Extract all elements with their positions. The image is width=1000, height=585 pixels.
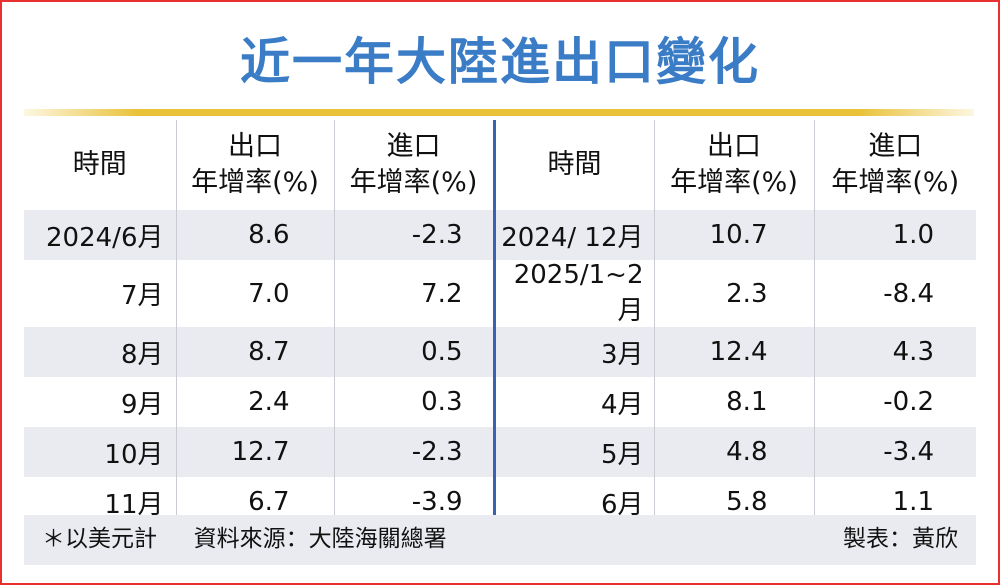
right-import-cell: 1.1 [892,487,934,517]
header-time-left: 時間 [24,120,177,210]
right-import-cell: -3.4 [814,427,976,477]
header-import-right: 進口 年增率(%) [814,120,976,210]
left-time-cell: 7月 [24,260,177,327]
right-export-cell: 12.4 [654,327,815,377]
header-export-left-l1: 出口 [228,131,282,162]
left-export-cell: 7.0 [176,260,335,327]
header-export-right: 出口 年增率(%) [654,120,815,210]
left-import-cell: -2.3 [334,210,496,260]
left-import-cell: 0.3 [334,377,496,427]
right-export-cell: 2.3 [654,260,815,327]
right-time-cell: 3月 [494,327,655,377]
left-time-cell: 8月 [24,327,177,377]
left-time-cell: 2024/6月 [24,210,177,260]
right-time-cell: 2024/ 12月 [494,210,655,260]
left-time-cell: 10月 [24,427,177,477]
header-export-right-l1: 出口 [707,131,761,162]
currency-note: ＊以美元計 [42,526,157,552]
header-import-left-l1: 進口 [386,131,441,162]
left-export-cell: 8.6 [176,210,335,260]
header-import-left: 進口 年增率(%) [334,120,496,210]
left-export-cell: 8.7 [176,327,335,377]
right-time-cell: 4月 [494,377,655,427]
header-time-right-label: 時間 [547,149,602,180]
right-import-cell: 4.3 [814,327,976,377]
left-import-cell: -2.3 [334,427,496,477]
header-time-left-label: 時間 [72,149,127,180]
table-row: 2024/6月 8.6 -2.3 2024/ 12月 10.7 1.0 [24,210,976,260]
left-import-cell: 0.5 [334,327,496,377]
header-export-left-l2: 年增率(%) [191,167,319,198]
right-time-cell: 2025/1~2月 [494,260,655,327]
table-row: 10月 12.7 -2.3 5月 4.8 -3.4 [24,427,976,477]
left-time-cell: 9月 [24,377,177,427]
right-time-cell: 5月 [494,427,655,477]
header-import-right-l1: 進口 [868,131,923,162]
right-import-cell: -8.4 [883,278,934,309]
header-export-left: 出口 年增率(%) [176,120,335,210]
chart-title: 近一年大陸進出口變化 [240,33,760,91]
title-underline [24,109,974,116]
footer-left: ＊以美元計 資料來源：大陸海關總署 [42,515,447,563]
header-import-left-l2: 年增率(%) [349,167,478,198]
table-header-row: 時間 出口 年增率(%) 進口 年增率(%) 時間 出口 年增率(%) [24,120,976,210]
header-time-right: 時間 [494,120,655,210]
data-source: 資料來源：大陸海關總署 [193,526,447,552]
right-export-cell: 10.7 [654,210,815,260]
header-import-right-l2: 年增率(%) [831,167,960,198]
right-export-cell: 4.8 [654,427,815,477]
table-author: 製表：黃欣 [843,526,958,552]
right-export-cell: 8.1 [654,377,815,427]
left-export-cell: 2.4 [176,377,335,427]
table-row: 7月 7.0 7.2 2025/1~2月 2.3 -8.4 [24,260,976,327]
left-import-cell: 7.2 [334,260,496,327]
table-row: 8月 8.7 0.5 3月 12.4 4.3 [24,327,976,377]
trade-table-container: 時間 出口 年增率(%) 進口 年增率(%) 時間 出口 年增率(%) [24,120,976,527]
right-import-cell: -0.2 [883,387,934,417]
table-row: 9月 2.4 0.3 4月 8.1 -0.2 [24,377,976,427]
right-import-cell: 1.0 [814,210,976,260]
header-export-right-l2: 年增率(%) [670,167,798,198]
left-export-cell: 12.7 [176,427,335,477]
trade-table: 時間 出口 年增率(%) 進口 年增率(%) 時間 出口 年增率(%) [24,120,976,527]
table-footer: ＊以美元計 資料來源：大陸海關總署 製表：黃欣 [24,515,976,565]
